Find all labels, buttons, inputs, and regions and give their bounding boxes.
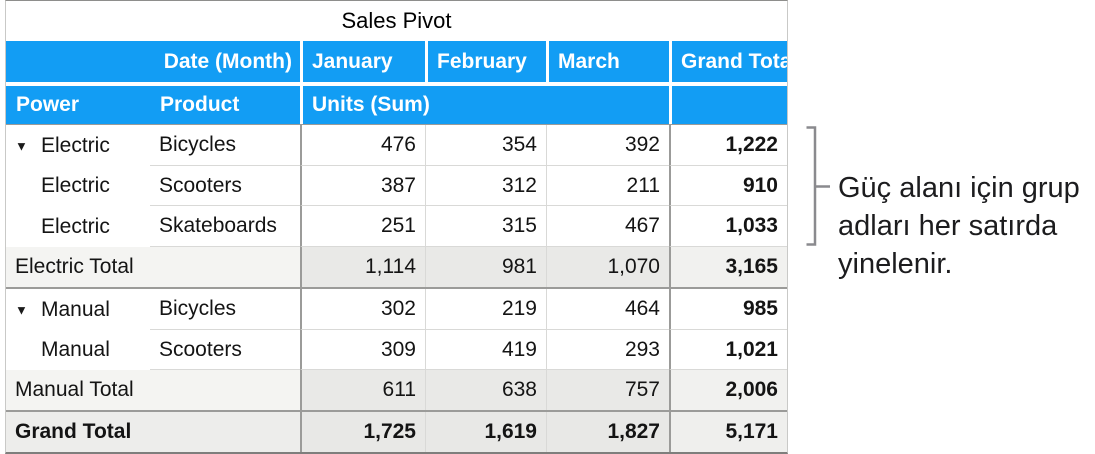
cell-grand-total[interactable]: 1,222 (669, 125, 787, 166)
power-label: Electric (41, 174, 110, 197)
cell-january[interactable]: 476 (300, 125, 425, 166)
header-february[interactable]: February (425, 41, 546, 82)
cell-january[interactable]: 309 (300, 330, 425, 370)
cell-february[interactable]: 315 (425, 206, 546, 247)
cell-january[interactable]: 1,114 (300, 247, 425, 287)
disclosure-triangle-icon[interactable]: ▼ (15, 138, 28, 153)
cell-february[interactable]: 219 (425, 289, 546, 330)
cell-february[interactable]: 354 (425, 125, 546, 166)
cell-power[interactable]: ▼ Electric (6, 125, 150, 166)
table-title[interactable]: Sales Pivot (341, 8, 452, 33)
header-january[interactable]: January (300, 41, 425, 82)
cell-january[interactable]: 611 (300, 370, 425, 410)
cell-product[interactable]: Scooters (150, 330, 300, 370)
cell-january[interactable]: 251 (300, 206, 425, 247)
header-march[interactable]: March (546, 41, 669, 82)
header-gap (6, 82, 787, 86)
disclosure-triangle-icon[interactable]: ▼ (15, 302, 28, 317)
header-units-sum[interactable]: Units (Sum) (300, 86, 669, 124)
table-row: ▼ Electric Bicycles 476 354 392 1,222 (6, 125, 787, 166)
cell-grand-total[interactable]: 1,021 (669, 330, 787, 370)
cell-power[interactable]: ▼ Manual (6, 289, 150, 330)
cell-march[interactable]: 1,827 (546, 412, 669, 452)
cell-subtotal-label[interactable]: Electric Total (6, 247, 300, 287)
header-product-label: Product (160, 93, 240, 116)
header-power-product[interactable]: Power Product (6, 86, 300, 124)
cell-march[interactable]: 211 (546, 166, 669, 206)
cell-product[interactable]: Scooters (150, 166, 300, 206)
cell-march[interactable]: 757 (546, 370, 669, 410)
header-empty-cell[interactable] (669, 86, 787, 124)
header-grand-total[interactable]: Grand Total (669, 41, 787, 82)
cell-march[interactable]: 1,070 (546, 247, 669, 287)
cell-product[interactable]: Bicycles (150, 289, 300, 330)
cell-power[interactable]: Electric (6, 166, 150, 206)
cell-grand-total[interactable]: 910 (669, 166, 787, 206)
cell-february[interactable]: 638 (425, 370, 546, 410)
cell-january[interactable]: 1,725 (300, 412, 425, 452)
cell-february[interactable]: 419 (425, 330, 546, 370)
cell-february[interactable]: 1,619 (425, 412, 546, 452)
table-row-subtotal: Electric Total 1,114 981 1,070 3,165 (6, 247, 787, 289)
table-row: Manual Scooters 309 419 293 1,021 (6, 330, 787, 370)
cell-march[interactable]: 293 (546, 330, 669, 370)
power-label: Electric (41, 214, 110, 238)
cell-january[interactable]: 302 (300, 289, 425, 330)
table-row-grand-total: Grand Total 1,725 1,619 1,827 5,171 (6, 412, 787, 452)
cell-february[interactable]: 312 (425, 166, 546, 206)
cell-march[interactable]: 392 (546, 125, 669, 166)
table-row: Electric Scooters 387 312 211 910 (6, 166, 787, 206)
pivot-table: Sales Pivot Date (Month) January Februar… (5, 0, 788, 454)
header-date-month[interactable]: Date (Month) (6, 41, 300, 82)
table-body: ▼ Electric Bicycles 476 354 392 1,222 El… (6, 124, 787, 452)
cell-product[interactable]: Bicycles (150, 125, 300, 166)
table-row: Electric Skateboards 251 315 467 1,033 (6, 206, 787, 247)
cell-february[interactable]: 981 (425, 247, 546, 287)
cell-grand-label[interactable]: Grand Total (6, 412, 300, 452)
table-row: ▼ Manual Bicycles 302 219 464 985 (6, 289, 787, 330)
annotation-text: Güç alanı için grup adları her satırda y… (838, 172, 1080, 280)
cell-subtotal-label[interactable]: Manual Total (6, 370, 300, 410)
power-label: Manual (41, 338, 110, 361)
cell-grand-total[interactable]: 5,171 (669, 412, 787, 452)
cell-grand-total[interactable]: 985 (669, 289, 787, 330)
cell-grand-total[interactable]: 3,165 (669, 247, 787, 287)
cell-january[interactable]: 387 (300, 166, 425, 206)
cell-march[interactable]: 464 (546, 289, 669, 330)
cell-power[interactable]: Manual (6, 330, 150, 370)
cell-power[interactable]: Electric (6, 206, 150, 247)
cell-product[interactable]: Skateboards (150, 206, 300, 247)
cell-grand-total[interactable]: 2,006 (669, 370, 787, 410)
header-power-label: Power (16, 93, 80, 116)
callout-bracket (806, 126, 830, 246)
cell-grand-total[interactable]: 1,033 (669, 206, 787, 247)
power-label: Electric (41, 133, 110, 157)
header-row-fields: Power Product Units (Sum) (6, 86, 787, 124)
cell-march[interactable]: 467 (546, 206, 669, 247)
table-row-subtotal: Manual Total 611 638 757 2,006 (6, 370, 787, 412)
power-label: Manual (41, 297, 110, 321)
header-row-months: Date (Month) January February March Gran… (6, 41, 787, 82)
